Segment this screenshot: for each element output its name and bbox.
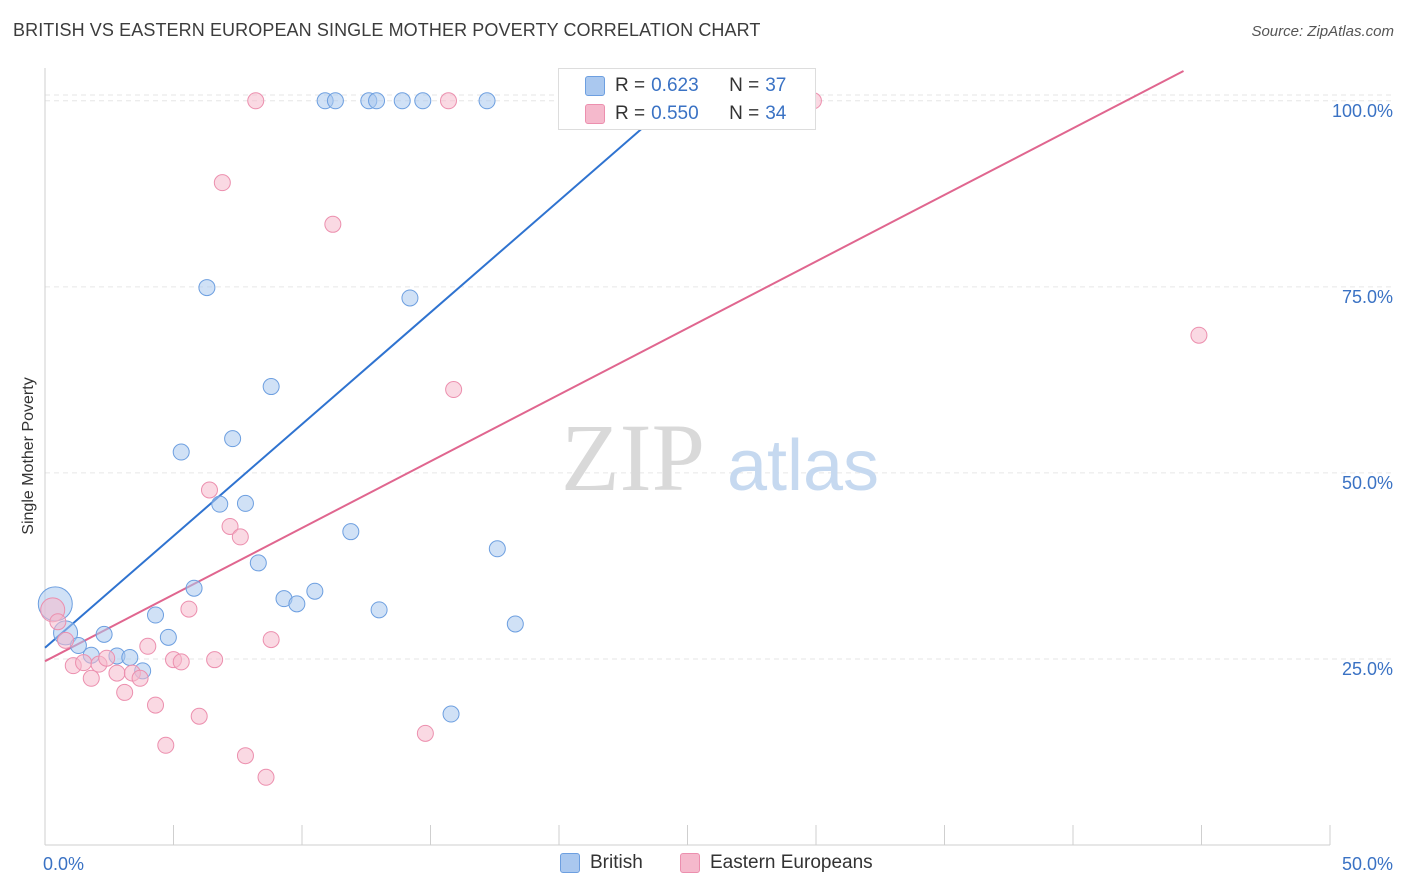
eastern-point <box>157 736 175 754</box>
eastern-point <box>324 215 342 233</box>
british-point <box>370 601 388 619</box>
n-label: N = <box>729 103 760 124</box>
british-point <box>506 615 524 633</box>
eastern-point <box>247 92 265 110</box>
eastern-legend-label: Eastern Europeans <box>710 852 873 873</box>
british-point <box>249 554 267 572</box>
british-point <box>198 279 216 297</box>
eastern-point <box>172 653 190 671</box>
eastern-point <box>57 631 75 649</box>
legend-item-british[interactable]: British <box>560 852 643 874</box>
eastern-point <box>180 600 198 618</box>
watermark-atlas: atlas <box>727 426 879 506</box>
british-legend-label: British <box>590 852 643 873</box>
eastern-point <box>206 651 224 669</box>
british-point <box>172 443 190 461</box>
y-tick-label: 50.0% <box>1342 473 1393 493</box>
eastern-point <box>236 747 254 765</box>
british-point <box>95 625 113 643</box>
eastern-point <box>131 669 149 687</box>
axes <box>44 68 1331 846</box>
eastern-point <box>147 696 165 714</box>
eastern-point <box>116 683 134 701</box>
eastern-point <box>190 707 208 725</box>
british-point <box>488 540 506 558</box>
y-tick-label: 100.0% <box>1332 101 1393 121</box>
y-tick-label: 25.0% <box>1342 659 1393 679</box>
british-point <box>401 289 419 307</box>
british-point <box>147 606 165 624</box>
british-trend-line <box>44 70 709 649</box>
eastern-n-value: 34 <box>765 103 787 124</box>
british-r-value: 0.623 <box>651 75 699 96</box>
eastern-point <box>213 174 231 192</box>
eastern-point <box>231 528 249 546</box>
tick-labels: 25.0% 50.0% 75.0% 100.0% 0.0% 50.0% <box>43 101 1393 874</box>
stats-legend: R = 0.623 N = 37 R = 0.550 N = 34 <box>558 68 816 130</box>
british-point <box>414 92 432 110</box>
eastern-point <box>75 654 93 672</box>
british-point <box>326 92 344 110</box>
british-point <box>121 648 139 666</box>
british-point <box>288 595 306 613</box>
eastern-point <box>82 669 100 687</box>
british-point <box>393 92 411 110</box>
british-point <box>224 430 242 448</box>
r-label: R = <box>615 103 646 124</box>
british-n-value: 37 <box>765 75 787 96</box>
gridlines <box>45 94 1392 660</box>
british-point <box>159 628 177 646</box>
british-swatch <box>585 76 605 96</box>
eastern-point <box>445 381 463 399</box>
legend-row-british: R = 0.623 N = 37 <box>585 73 786 99</box>
british-point <box>368 92 386 110</box>
x-tick-label: 50.0% <box>1342 854 1393 874</box>
eastern-point <box>439 92 457 110</box>
eastern-point <box>262 631 280 649</box>
british-point <box>478 92 496 110</box>
legend-row-eastern: R = 0.550 N = 34 <box>585 101 786 127</box>
eastern-r-value: 0.550 <box>651 103 699 124</box>
eastern-legend-swatch <box>680 853 700 873</box>
eastern-trend-line <box>44 70 1184 663</box>
eastern-point <box>221 517 239 535</box>
eastern-point <box>98 649 116 667</box>
british-point <box>306 582 324 600</box>
n-label: N = <box>729 75 760 96</box>
eastern-point <box>139 637 157 655</box>
chart-title: BRITISH VS EASTERN EUROPEAN SINGLE MOTHE… <box>13 20 761 40</box>
british-point <box>236 494 254 512</box>
eastern-swatch <box>585 104 605 124</box>
watermark-zip: ZIP <box>561 404 705 511</box>
british-legend-swatch <box>560 853 580 873</box>
eastern-point <box>108 664 126 682</box>
british-point <box>342 523 360 541</box>
british-point <box>442 705 460 723</box>
eastern-point <box>1190 326 1208 344</box>
x-tick-label: 0.0% <box>43 854 84 874</box>
eastern-point <box>257 768 275 786</box>
british-point <box>185 579 203 597</box>
legend-item-eastern[interactable]: Eastern Europeans <box>680 852 873 874</box>
r-label: R = <box>615 75 646 96</box>
y-axis-title: Single Mother Poverty <box>20 377 37 535</box>
y-tick-label: 75.0% <box>1342 287 1393 307</box>
eastern-point <box>49 613 67 631</box>
british-point <box>211 495 229 513</box>
eastern-point <box>416 724 434 742</box>
british-point <box>262 378 280 396</box>
eastern-point <box>200 481 218 499</box>
source-label: Source: ZipAtlas.com <box>1251 23 1394 40</box>
trend-lines <box>44 70 1184 663</box>
